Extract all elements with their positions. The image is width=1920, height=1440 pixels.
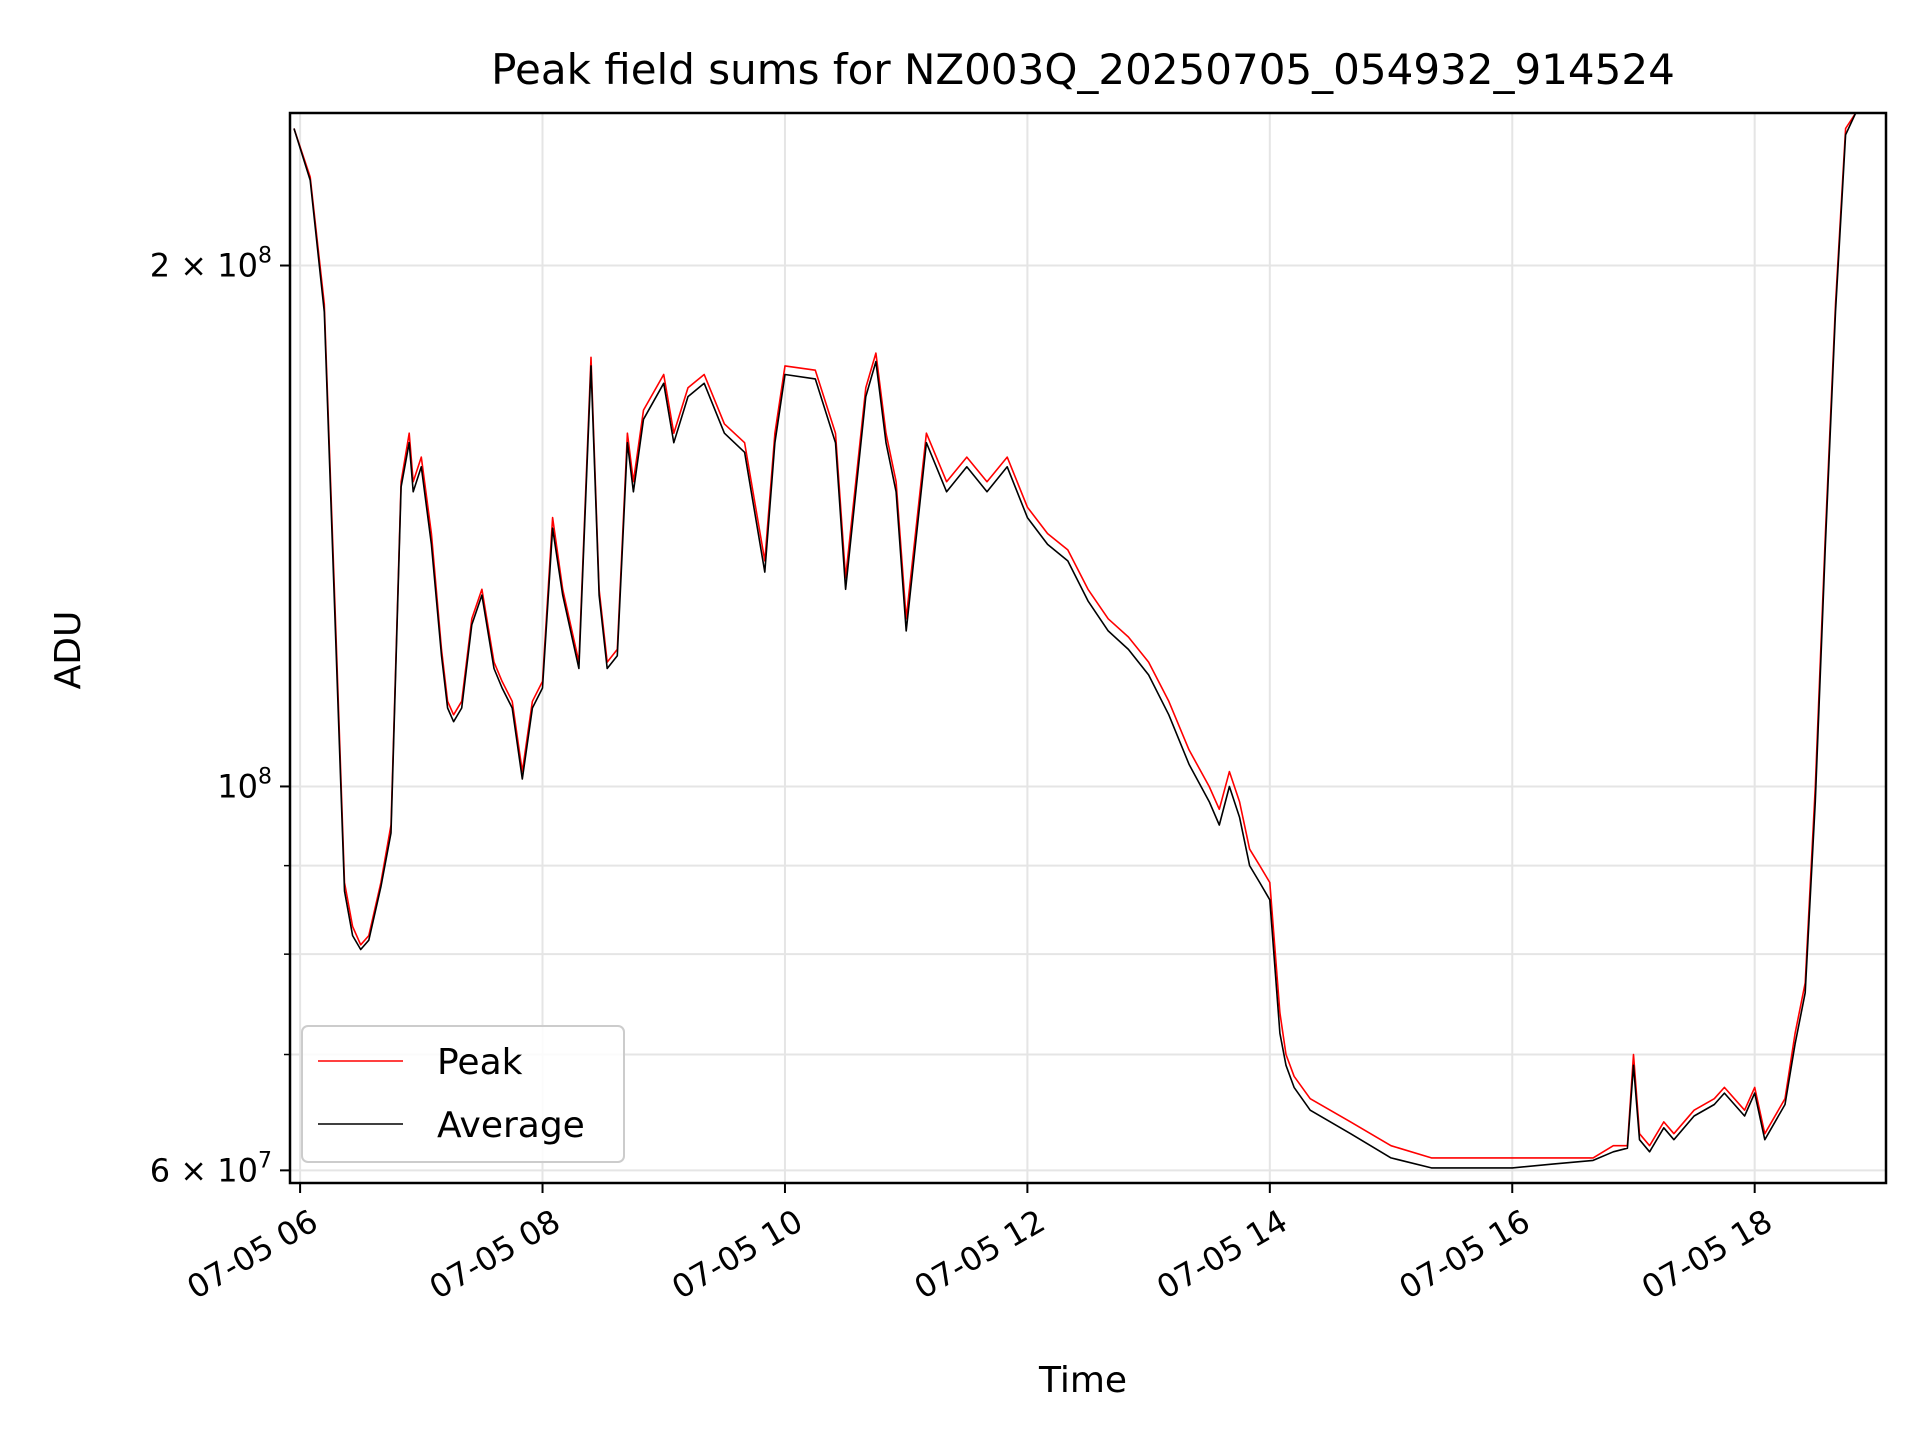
y-tick-label-base: 2 × 10 [150,247,258,285]
legend: Peak Average [301,1025,625,1163]
y-tick-label-base: 6 × 10 [150,1151,258,1189]
x-tick-label: 07-05 10 [665,1202,809,1307]
x-tick-label: 07-05 06 [181,1202,325,1307]
plot-frame [288,111,1888,1185]
y-tick-label-exponent: 7 [258,1148,272,1173]
y-axis-label: ADU [48,611,89,690]
x-tick-label: 07-05 12 [908,1202,1052,1307]
y-tick-label-exponent: 8 [258,764,272,789]
y-tick-label-exponent: 8 [258,244,272,269]
y-tick-label: 2 × 108 [150,244,272,285]
x-axis-label: Time [1038,1360,1127,1401]
series-lines [293,112,1857,1169]
x-axis-ticks: 07-05 06 07-05 08 07-05 10 07-05 12 07-05 14… [181,1183,1779,1307]
y-tick-label: 108 [217,764,272,805]
series-line-peak [293,112,1857,1159]
chart-title: Peak field sums for NZ003Q_20250705_0549… [491,45,1675,94]
grid-lines [290,113,1886,1183]
x-tick-label: 07-05 08 [423,1202,567,1307]
x-tick-label: 07-05 18 [1635,1202,1779,1307]
legend-box [301,1025,625,1163]
legend-label-average: Average [437,1105,585,1146]
series-line-average [293,112,1857,1169]
x-tick-label: 07-05 14 [1150,1202,1294,1307]
x-tick-label: 07-05 16 [1393,1202,1537,1307]
y-tick-label-base: 10 [217,767,258,805]
y-tick-label: 6 × 107 [150,1148,272,1189]
legend-label-peak: Peak [437,1042,523,1083]
